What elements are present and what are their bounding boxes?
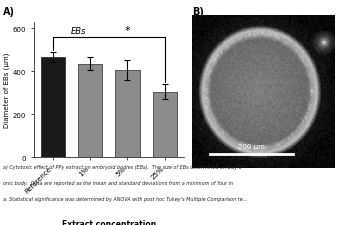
Bar	[78, 64, 102, 158]
Text: *: *	[125, 26, 130, 36]
Text: onic body.  Data are reported as the mean and standard deviations from a minimum: onic body. Data are reported as the mean…	[3, 180, 234, 185]
Bar	[115, 71, 139, 158]
X-axis label: Extract concentration: Extract concentration	[62, 219, 156, 225]
Text: B): B)	[192, 7, 204, 17]
Text: EBs: EBs	[71, 27, 87, 36]
Text: A): A)	[3, 7, 15, 17]
Text: a. Statistical significance was determined by ANOVA with post hoc Tukey’s Multip: a. Statistical significance was determin…	[3, 196, 248, 201]
Bar	[41, 58, 65, 158]
Text: a) Cytotoxic effect of PPy extract on embryoid bodies (EBs).  The size of EBs de: a) Cytotoxic effect of PPy extract on em…	[3, 164, 242, 169]
Bar	[153, 92, 177, 158]
Y-axis label: Diameter of EBs (μm): Diameter of EBs (μm)	[4, 52, 10, 128]
Text: 200 μm: 200 μm	[238, 143, 265, 149]
